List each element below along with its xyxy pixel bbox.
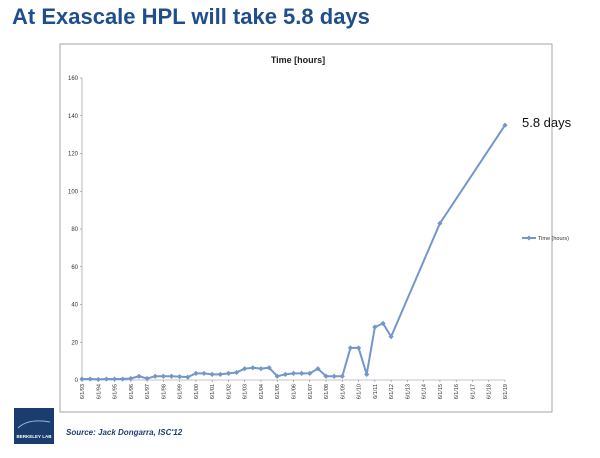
point	[274, 373, 280, 379]
point	[355, 345, 362, 351]
point	[233, 369, 240, 376]
point	[347, 345, 354, 351]
x-tick-label: 6/1/17	[470, 384, 476, 399]
point	[299, 370, 305, 376]
x-tick-label: 6/1/18	[487, 384, 493, 399]
x-tick-label: 6/1/96	[129, 384, 135, 399]
point	[339, 373, 345, 379]
point	[258, 366, 264, 372]
point	[282, 371, 288, 377]
y-tick-label: 140	[68, 114, 79, 120]
x-tick-label: 6/1/06	[292, 384, 298, 399]
x-tick-label: 6/1/11	[373, 384, 379, 399]
point	[209, 371, 215, 377]
point	[331, 373, 337, 379]
plot: 0 20 40 60 80 100 120 140 160 6/1/93 6/1/94 6/1/95 6…	[68, 76, 569, 399]
x-tick-label: 6/1/03	[243, 384, 249, 399]
point	[111, 376, 118, 382]
y-tick-label: 60	[71, 265, 78, 271]
point	[152, 373, 158, 379]
x-tick-label: 6/1/19	[503, 384, 509, 399]
y-tick-label: 20	[71, 340, 78, 346]
point	[502, 122, 508, 128]
slide-title: At Exascale HPL will take 5.8 days	[12, 4, 370, 29]
point	[168, 373, 175, 379]
x-tick-label: 6/1/12	[389, 384, 395, 399]
y-tick-label: 40	[71, 303, 78, 309]
point	[290, 370, 297, 376]
y-tick-label: 160	[68, 76, 79, 82]
logo-text: BERKELEY LAB	[17, 434, 53, 439]
legend-label: Time (hours)	[538, 236, 569, 242]
point	[193, 370, 199, 376]
x-tick-label: 6/1/99	[178, 384, 184, 399]
source: Source: Jack Dongarra, ISC'12	[66, 428, 183, 437]
x-tick-label: 6/1/16	[454, 384, 460, 399]
x-tick-label: 6/1/04	[259, 384, 265, 399]
point	[185, 374, 191, 380]
x-tick-label: 6/1/98	[161, 384, 167, 399]
point	[87, 376, 93, 382]
x-tick-label: 6/1/09	[340, 384, 346, 399]
point	[128, 375, 134, 382]
x-tick-label: 6/1/05	[275, 384, 281, 399]
point	[364, 371, 370, 377]
point	[95, 376, 101, 383]
point	[315, 366, 321, 372]
point	[160, 373, 166, 379]
point	[201, 370, 207, 376]
point	[266, 365, 272, 371]
x-tick-label: 6/1/94	[96, 384, 102, 399]
x-tick-label: 6/1/01	[210, 384, 216, 399]
y-tick-label: 100	[68, 189, 79, 195]
point	[437, 220, 443, 226]
x-tick-label: 6/1/95	[113, 384, 119, 399]
x-tick-label: 6/1/02	[226, 384, 232, 399]
point	[136, 373, 142, 379]
point	[103, 376, 110, 382]
point	[323, 373, 329, 379]
point	[372, 324, 378, 330]
x-tick-label: 6/1/93	[80, 384, 86, 399]
y-tick-label: 80	[71, 227, 78, 233]
x-tick-label: 6/1/14	[422, 384, 428, 399]
point	[250, 365, 256, 371]
x-tick-label: 6/1/97	[145, 384, 151, 399]
point	[120, 376, 126, 382]
point	[307, 370, 313, 376]
point	[388, 333, 394, 340]
x-tick-label: 6/1/08	[324, 384, 330, 399]
x-tick-label: 6/1/15	[438, 384, 444, 399]
point	[242, 366, 248, 372]
y-tick-label: 0	[75, 378, 79, 384]
annotation: 5.8 days	[522, 115, 572, 130]
x-tick-label: 6/1/00	[194, 384, 200, 399]
legend-marker	[526, 235, 532, 241]
point	[380, 320, 386, 326]
x-tick-label: 6/1/07	[308, 384, 314, 399]
point	[177, 374, 183, 380]
y-tick-label: 120	[68, 152, 79, 158]
logo-arc	[17, 420, 51, 429]
x-tick-label: 6/1/13	[405, 384, 411, 399]
chart-frame	[59, 43, 553, 413]
x-tick-label: 6/1/10	[357, 384, 363, 399]
point	[79, 376, 85, 382]
chart-title: Time [hours]	[271, 55, 325, 65]
point	[225, 370, 232, 376]
point	[144, 375, 150, 382]
point	[217, 371, 223, 377]
